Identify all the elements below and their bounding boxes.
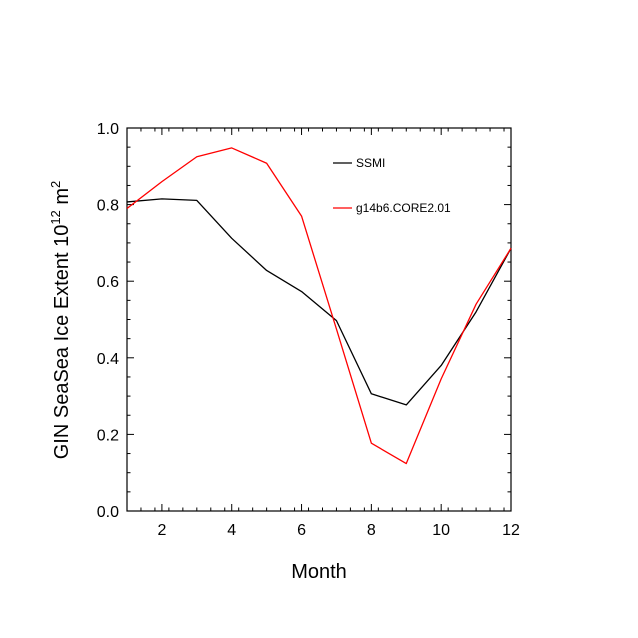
legend-label-g14b6: g14b6.CORE2.01 xyxy=(356,201,451,215)
plot-frame xyxy=(126,127,512,512)
x-tick-label: 2 xyxy=(157,522,166,539)
y-tick-label: 0.4 xyxy=(97,351,119,368)
y-axis-title-unit-exponent: 2 xyxy=(48,181,63,188)
y-axis-title-exponent: 12 xyxy=(48,210,63,224)
axis-ticks xyxy=(126,127,512,512)
y-tick-label: 0.8 xyxy=(97,198,119,215)
x-tick-label: 10 xyxy=(432,522,450,539)
legend-label-ssmi: SSMI xyxy=(356,156,385,170)
y-tick-label: 0.6 xyxy=(97,274,119,291)
x-tick-label: 4 xyxy=(227,522,236,539)
series-line-g14b6-core2-01 xyxy=(126,147,512,465)
x-tick-label: 6 xyxy=(297,522,306,539)
y-axis-title: GIN SeaSea Ice Extent 1012 m2 xyxy=(48,181,73,460)
x-tick-label: 8 xyxy=(367,522,376,539)
x-tick-label: 12 xyxy=(502,522,520,539)
y-tick-label: 0.0 xyxy=(97,504,119,521)
axis-tick-labels: 2 4 6 8 10 12 0.0 0.2 0.4 0.6 0.8 1.0 xyxy=(97,121,520,539)
y-tick-label: 1.0 xyxy=(97,121,119,138)
x-axis-title: Month xyxy=(291,561,347,583)
series-layer xyxy=(126,147,512,465)
y-axis-title-unit: m xyxy=(51,188,73,210)
legend: SSMI g14b6.CORE2.01 xyxy=(333,156,451,215)
series-line-ssmi xyxy=(126,198,512,406)
y-tick-label: 0.2 xyxy=(97,427,119,444)
y-axis-title-text: GIN SeaSea Ice Extent 10 xyxy=(51,225,73,460)
